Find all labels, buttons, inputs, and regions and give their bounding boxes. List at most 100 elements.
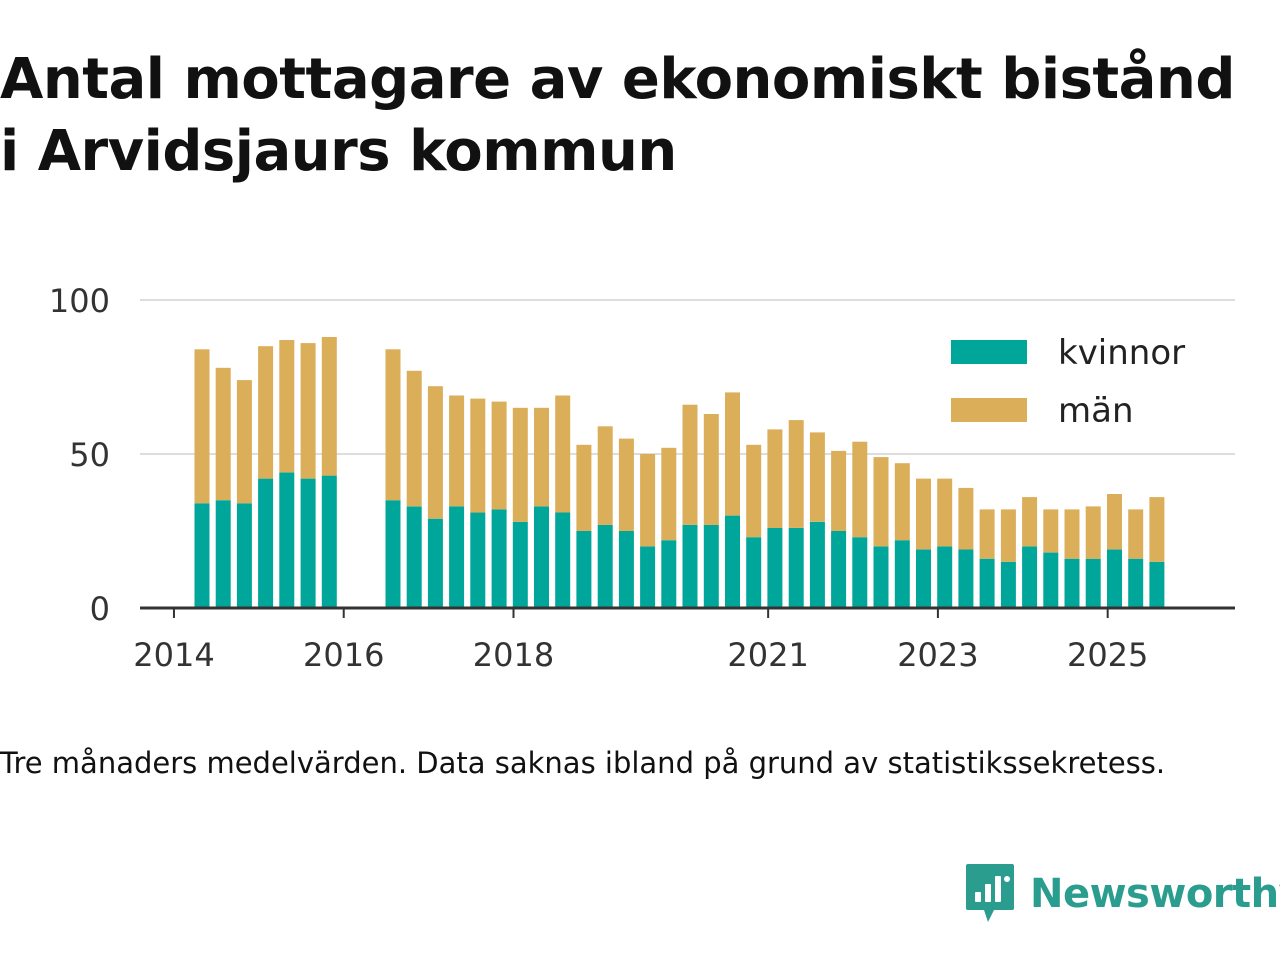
bar-kvinnor [958,549,974,608]
bar-kvinnor [1064,558,1080,608]
x-tick-label: 2016 [303,636,384,674]
bar-man [1107,494,1122,550]
bar-kvinnor [597,524,613,608]
bar-kvinnor [321,475,337,608]
bar-kvinnor [1043,552,1059,608]
bar-man [534,407,549,507]
bar-kvinnor [894,540,910,608]
legend-label: kvinnor [1058,333,1185,373]
bar-kvinnor [788,527,804,608]
bar-kvinnor [979,558,995,608]
x-axis-ticks: 2014 2016 2018 2021 2023 2025 [133,608,1148,674]
bar-kvinnor [746,537,762,608]
bar-man [491,401,507,510]
bar-series [194,337,1165,608]
bar-kvinnor [809,521,825,608]
bar-man [300,343,316,479]
x-tick-label: 2025 [1067,636,1148,674]
bar-man [916,478,931,550]
bar-man [555,395,571,513]
bar-man [703,414,719,525]
stacked-bar-chart: 0 50 100 2014 2016 2018 2021 2023 2025 kvinnor m… [49,282,1235,674]
bar-man [809,432,825,522]
bar-kvinnor [1128,558,1144,608]
bar-kvinnor [406,506,422,608]
legend-swatch [951,398,1027,422]
bar-man [725,392,740,516]
bar-kvinnor [852,537,868,608]
bar-kvinnor [937,546,953,608]
bar-man [194,349,210,504]
bar-kvinnor [512,521,528,608]
chart-caption: Tre månaders medelvärden. Data saknas ib… [0,746,1166,780]
bar-man [1128,509,1144,559]
y-axis-ticks: 0 50 100 [49,282,110,628]
legend-swatch [951,340,1027,364]
bar-man [618,438,634,531]
bar-man [682,404,698,525]
bar-man [1085,506,1101,559]
bar-kvinnor [873,546,889,608]
bar-man [215,367,231,501]
title-line-1: Antal mottagare av ekonomiskt bistånd [0,47,1235,112]
bar-kvinnor [576,531,592,608]
bar-man [279,340,295,473]
bar-kvinnor [661,540,677,608]
bar-man [767,429,783,528]
bar-man [958,487,974,550]
y-tick-label: 0 [90,590,110,628]
bar-kvinnor [215,500,231,608]
bar-man [236,380,252,504]
bar-kvinnor [300,478,316,608]
bar-man [406,370,422,507]
bar-man [597,426,613,525]
bar-kvinnor [1022,546,1038,608]
bar-kvinnor [618,531,634,608]
bar-man [788,420,804,528]
bar-kvinnor [427,518,443,608]
chat-bar-chart-icon [966,864,1014,922]
x-tick-label: 2023 [897,636,978,674]
bar-kvinnor [279,472,295,608]
chart-title: Antal mottagare av ekonomiskt bistånd i … [0,44,1280,188]
bar-kvinnor [194,503,210,608]
bar-kvinnor [1107,549,1122,608]
bar-kvinnor [258,478,274,608]
bar-kvinnor [236,503,252,608]
bar-man [258,346,274,479]
bar-kvinnor [491,509,507,608]
bar-kvinnor [916,549,931,608]
bar-man [1022,497,1038,547]
bar-kvinnor [470,512,486,608]
bar-man [427,386,443,519]
bar-man [746,444,762,538]
bar-kvinnor [767,527,783,608]
bar-kvinnor [703,524,719,608]
title-line-2: i Arvidsjaurs kommun [0,119,677,184]
bar-man [852,441,868,538]
x-tick-label: 2021 [727,636,808,674]
bar-kvinnor [534,506,549,608]
x-tick-label: 2014 [133,636,214,674]
x-tick-label: 2018 [473,636,554,674]
bar-man [512,407,528,522]
bar-man [1149,497,1165,562]
bar-man [470,398,486,513]
legend: kvinnor män [951,333,1185,431]
bar-man [937,478,953,547]
bar-kvinnor [682,524,698,608]
bar-man [894,463,910,541]
bar-man [1043,509,1059,553]
bar-kvinnor [1085,558,1101,608]
bar-kvinnor [555,512,571,608]
brand-logo: Newsworthy [964,862,1280,926]
bar-man [831,450,847,531]
brand-name: Newsworthy [1030,871,1280,917]
bar-kvinnor [1000,561,1016,608]
bar-kvinnor [1149,561,1165,608]
bar-man [1064,509,1080,559]
bar-man [873,457,889,547]
bar-kvinnor [725,515,740,608]
bar-man [449,395,465,507]
bar-man [1000,509,1016,562]
